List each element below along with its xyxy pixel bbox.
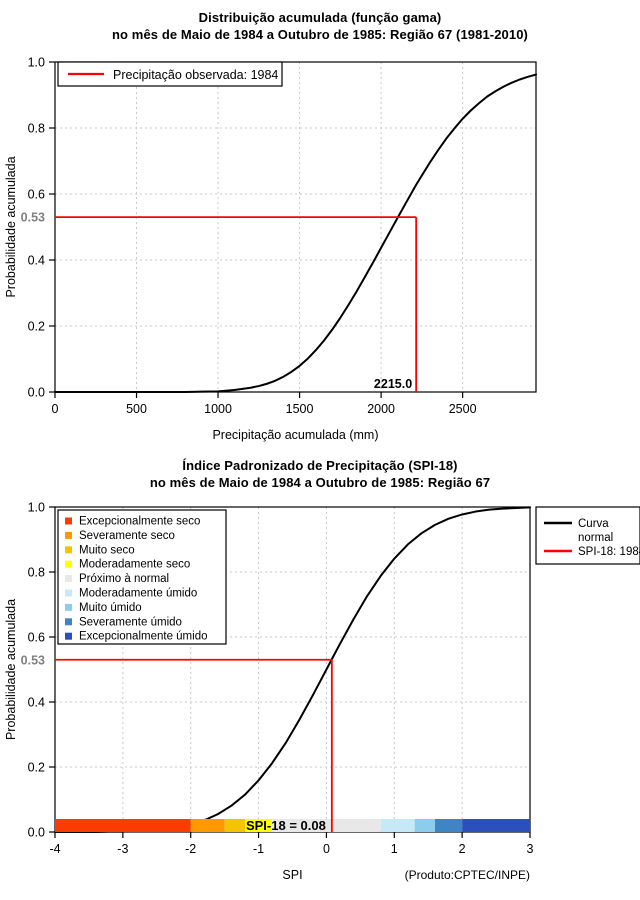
colorbar-segment: [190, 819, 225, 832]
category-label: Moderadamente seco: [79, 559, 190, 571]
x-axis-tick-label: 3: [527, 842, 534, 856]
marker-precipitation-label: 2215.0: [374, 377, 412, 391]
category-color-swatch: [65, 575, 72, 583]
legend-curve-label-line1: Curva: [578, 518, 609, 530]
product-credit: (Produto:CPTEC/INPE): [405, 868, 530, 882]
colorbar-segment: [224, 819, 245, 832]
y-axis-tick-label: 0.4: [28, 696, 45, 710]
x-axis-tick-label: 1000: [204, 402, 232, 416]
y-axis-tick-label: 1.0: [28, 501, 45, 515]
colorbar-segment: [245, 819, 273, 832]
y-axis-tick-label: 0.6: [28, 188, 45, 202]
x-axis-tick-label: -4: [49, 842, 60, 856]
category-color-swatch: [65, 517, 72, 525]
category-color-swatch: [65, 546, 72, 554]
y-axis-tick-label: 0.0: [28, 386, 45, 400]
y-axis-tick-label: 0.0: [28, 826, 45, 840]
colorbar-annotation-label: SPI-18 = 0.08: [246, 818, 326, 833]
bottom-chart-title-line2: no mês de Maio de 1984 a Outubro de 1985…: [149, 475, 491, 490]
x-axis-tick-label: -1: [253, 842, 264, 856]
colorbar-segment: [435, 819, 463, 832]
category-color-swatch: [65, 589, 72, 597]
bottom-chart-title-line1: Índice Padronizado de Precipitação (SPI-…: [182, 458, 458, 473]
top-chart-title-line2: no mês de Maio de 1984 a Outubro de 1985…: [112, 27, 528, 42]
category-color-swatch: [65, 531, 72, 539]
legend-spi-label: SPI-18: 1984: [578, 546, 640, 558]
y-axis-tick-label: 0.2: [28, 320, 45, 334]
legend-curve-label-line2: normal: [578, 532, 613, 544]
bottom-chart-title: Índice Padronizado de Precipitação (SPI-…: [0, 450, 640, 491]
category-label: Severamente úmido: [79, 616, 182, 628]
marker-probability-label: 0.53: [21, 211, 45, 225]
colorbar-segment: [414, 819, 435, 832]
y-axis-tick-label: 0.8: [28, 566, 45, 580]
spi-category-legend-box: [57, 509, 227, 645]
y-axis-label: Probabilidade acumulada: [4, 599, 18, 740]
category-color-swatch: [65, 632, 72, 640]
x-axis-tick-label: 500: [126, 402, 147, 416]
x-axis-tick-label: -3: [117, 842, 128, 856]
gamma-cdf-curve: [54, 73, 537, 393]
category-color-swatch: [65, 618, 72, 626]
marker-probability-label: 0.53: [21, 653, 45, 667]
colorbar-segment: [55, 819, 191, 832]
category-color-swatch: [65, 560, 72, 568]
y-axis-label: Probabilidade acumulada: [4, 156, 18, 297]
category-label: Excepcionalmente úmido: [79, 631, 208, 643]
bottom-chart-legend-box: [535, 506, 640, 565]
y-axis-tick-label: 0.4: [28, 254, 45, 268]
x-axis-tick-label: 1: [391, 842, 398, 856]
category-label: Excepcionalmente seco: [79, 516, 200, 528]
cumulative-distribution-chart-panel: Distribuição acumulada (função gama) no …: [0, 0, 640, 442]
x-axis-tick-label: -2: [185, 842, 196, 856]
x-axis-tick-label: 0: [52, 402, 59, 416]
category-label: Muito seco: [79, 544, 135, 556]
bottom-chart-plot: SPI-18 = 0.08 -4 -3 -2 -1 0 1 2 3 0.0 0.2 0.4 0.6 0.8…: [4, 501, 640, 882]
top-chart-title: Distribuição acumulada (função gama) no …: [0, 0, 640, 43]
y-axis-tick-label: 0.6: [28, 631, 45, 645]
category-label: Próximo à normal: [79, 573, 169, 585]
x-axis-tick-label: 1500: [286, 402, 314, 416]
bottom-chart-group: SPI-18 = 0.08 -4 -3 -2 -1 0 1 2 3 0.0 0.2 0.4 0.6 0.8…: [4, 501, 640, 882]
category-label: Severamente seco: [79, 530, 175, 542]
x-axis-tick-label: 2500: [449, 402, 477, 416]
top-chart-title-line1: Distribuição acumulada (função gama): [198, 10, 442, 25]
y-axis-tick-label: 0.8: [28, 122, 45, 136]
x-axis-tick-label: 2000: [367, 402, 395, 416]
category-label: Muito úmido: [79, 602, 142, 614]
colorbar-segment: [380, 819, 415, 832]
top-chart-plot: 0 500 1000 1500 2000 2500 0.0 0.2 0.4 0.6 0.8 1.0 0.…: [4, 56, 537, 442]
y-axis-tick-label: 0.2: [28, 761, 45, 775]
x-axis-tick-label: 2: [459, 842, 466, 856]
x-axis-tick-label: 0: [323, 842, 330, 856]
y-axis-tick-label: 1.0: [28, 56, 45, 70]
colorbar-segment: [462, 819, 530, 832]
plot-frame: [54, 61, 537, 393]
x-axis-label: SPI: [282, 868, 302, 882]
category-color-swatch: [65, 603, 72, 611]
category-label: Moderadamente úmido: [79, 588, 197, 600]
x-axis-label: Precipitação acumulada (mm): [212, 428, 378, 442]
legend-label: Precipitação observada: 1984: [113, 68, 278, 82]
spi-chart-panel: Índice Padronizado de Precipitação (SPI-…: [0, 450, 640, 900]
colorbar-segment: [272, 819, 381, 832]
